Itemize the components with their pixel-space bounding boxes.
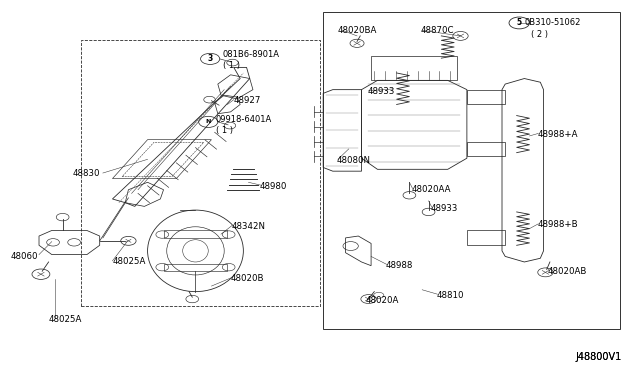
Text: ( 1 ): ( 1 ) (216, 126, 233, 135)
Text: 48342N: 48342N (232, 222, 266, 231)
Text: 48980: 48980 (259, 182, 287, 190)
Text: 48020A: 48020A (366, 296, 399, 305)
Text: 48933: 48933 (367, 87, 395, 96)
Text: N: N (205, 119, 211, 124)
Text: 48020AA: 48020AA (412, 185, 451, 194)
Text: 48810: 48810 (436, 291, 464, 300)
Text: 48020BA: 48020BA (337, 26, 376, 35)
Text: 3: 3 (207, 54, 212, 63)
Text: 48080N: 48080N (337, 155, 371, 164)
Text: 48025A: 48025A (49, 315, 82, 324)
Text: 48927: 48927 (234, 96, 261, 105)
Text: ( 2 ): ( 2 ) (531, 29, 548, 39)
Text: 48020B: 48020B (230, 274, 264, 283)
Text: 48988+B: 48988+B (537, 221, 578, 230)
Text: 48988: 48988 (386, 261, 413, 270)
Text: J48800V1: J48800V1 (575, 352, 621, 362)
Text: 48020AB: 48020AB (548, 267, 588, 276)
Text: 48830: 48830 (72, 169, 100, 177)
Bar (81, 39, 320, 307)
Text: 48933: 48933 (431, 204, 458, 213)
Text: 48988+A: 48988+A (537, 129, 578, 139)
Text: 081B6-8901A: 081B6-8901A (223, 50, 280, 59)
Bar (323, 12, 620, 329)
Text: ( 1 ): ( 1 ) (223, 61, 240, 70)
Text: 09918-6401A: 09918-6401A (216, 115, 272, 124)
Text: J48800V1: J48800V1 (575, 352, 621, 362)
Text: 48025A: 48025A (113, 257, 146, 266)
Text: 0B310-51062: 0B310-51062 (524, 19, 580, 28)
Text: 48870C: 48870C (421, 26, 454, 35)
Text: 48060: 48060 (10, 252, 38, 261)
Text: 5: 5 (516, 19, 522, 28)
